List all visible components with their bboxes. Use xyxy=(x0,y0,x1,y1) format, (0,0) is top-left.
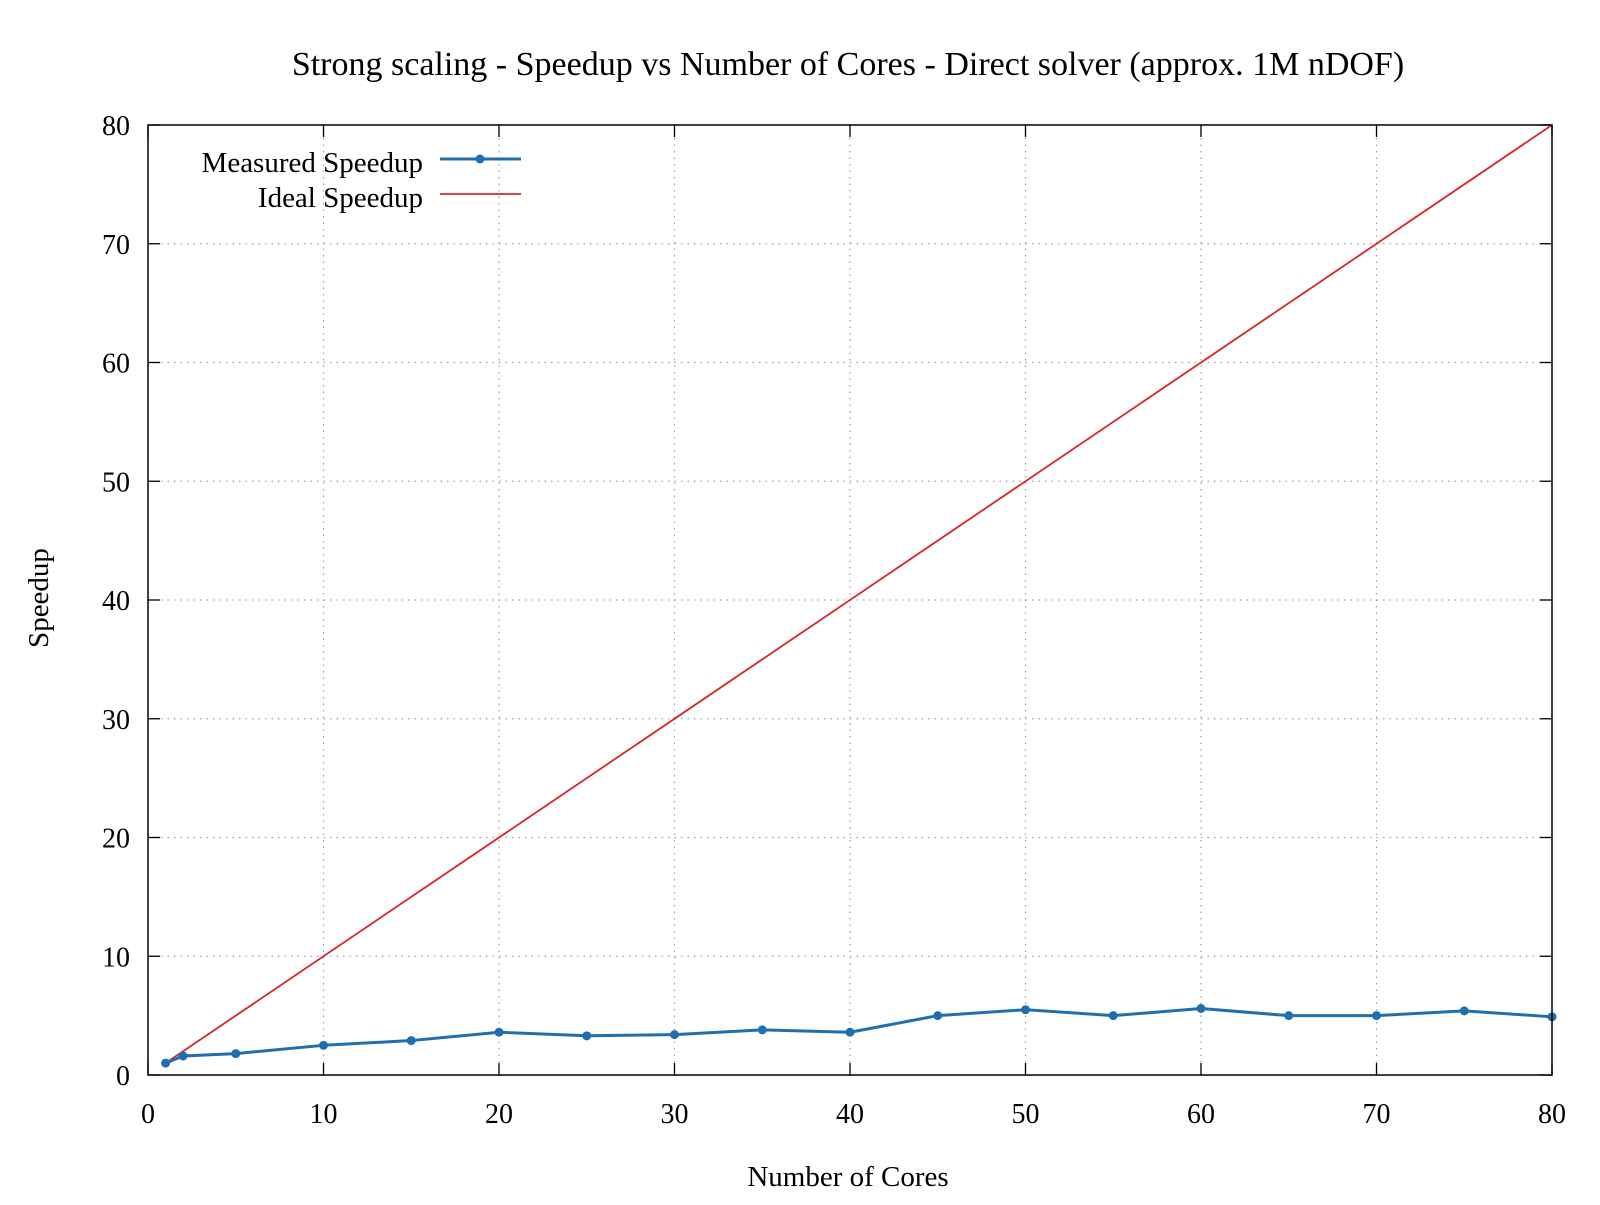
chart-title: Strong scaling - Speedup vs Number of Co… xyxy=(292,46,1404,83)
legend-label-measured-speedup: Measured Speedup xyxy=(202,147,423,179)
y-tick-label: 30 xyxy=(102,705,130,736)
data-point-measured-speedup xyxy=(1372,1011,1381,1021)
data-point-measured-speedup xyxy=(319,1040,328,1050)
y-tick-label: 10 xyxy=(102,942,130,973)
data-point-measured-speedup xyxy=(406,1036,416,1046)
y-tick-label: 70 xyxy=(102,230,130,261)
data-point-measured-speedup xyxy=(933,1011,943,1021)
legend-marker-measured-speedup xyxy=(475,154,485,164)
x-tick-label: 40 xyxy=(836,1099,864,1130)
data-point-measured-speedup xyxy=(757,1025,767,1035)
y-axis-title: Speedup xyxy=(23,548,55,648)
data-point-measured-speedup xyxy=(161,1058,171,1068)
data-point-measured-speedup xyxy=(231,1049,241,1059)
series-line-measured-speedup xyxy=(164,1007,1553,1065)
series-layer xyxy=(161,124,1557,1068)
y-tick-label: 40 xyxy=(102,586,130,617)
legend-label-ideal-speedup: Ideal Speedup xyxy=(258,182,423,214)
y-tick-label: 0 xyxy=(116,1061,130,1092)
data-point-measured-speedup xyxy=(845,1027,855,1037)
y-tick-label: 50 xyxy=(102,467,130,498)
data-point-measured-speedup xyxy=(1196,1004,1206,1013)
series-line-ideal-speedup xyxy=(165,124,1553,1064)
data-point-measured-speedup xyxy=(1108,1011,1118,1021)
legend: Measured Speedup Ideal Speedup xyxy=(202,147,521,214)
x-tick-label: 30 xyxy=(661,1099,689,1130)
x-tick-label: 20 xyxy=(485,1099,513,1130)
x-tick-label: 60 xyxy=(1187,1099,1215,1130)
data-point-measured-speedup xyxy=(1021,1005,1030,1015)
data-point-measured-speedup xyxy=(494,1027,504,1037)
data-point-measured-speedup xyxy=(178,1051,188,1061)
y-tick-label: 20 xyxy=(102,824,130,855)
x-axis-title: Number of Cores xyxy=(747,1161,948,1193)
x-tick-label: 50 xyxy=(1012,1099,1040,1130)
data-point-measured-speedup xyxy=(1459,1006,1469,1016)
x-tick-label: 10 xyxy=(310,1099,338,1130)
y-tick-label: 80 xyxy=(102,111,130,142)
data-point-measured-speedup xyxy=(1284,1011,1294,1021)
x-tick-label: 0 xyxy=(141,1099,155,1130)
data-point-measured-speedup xyxy=(582,1031,592,1041)
y-tick-label: 60 xyxy=(102,349,130,380)
data-point-measured-speedup xyxy=(670,1030,679,1040)
x-tick-label: 80 xyxy=(1538,1099,1566,1130)
axis-ticks: 0 10 20 30 40 50 60 70 80 0 10 20 30 40 50 60 70 80 xyxy=(102,111,1566,1130)
x-tick-label: 70 xyxy=(1363,1099,1391,1130)
